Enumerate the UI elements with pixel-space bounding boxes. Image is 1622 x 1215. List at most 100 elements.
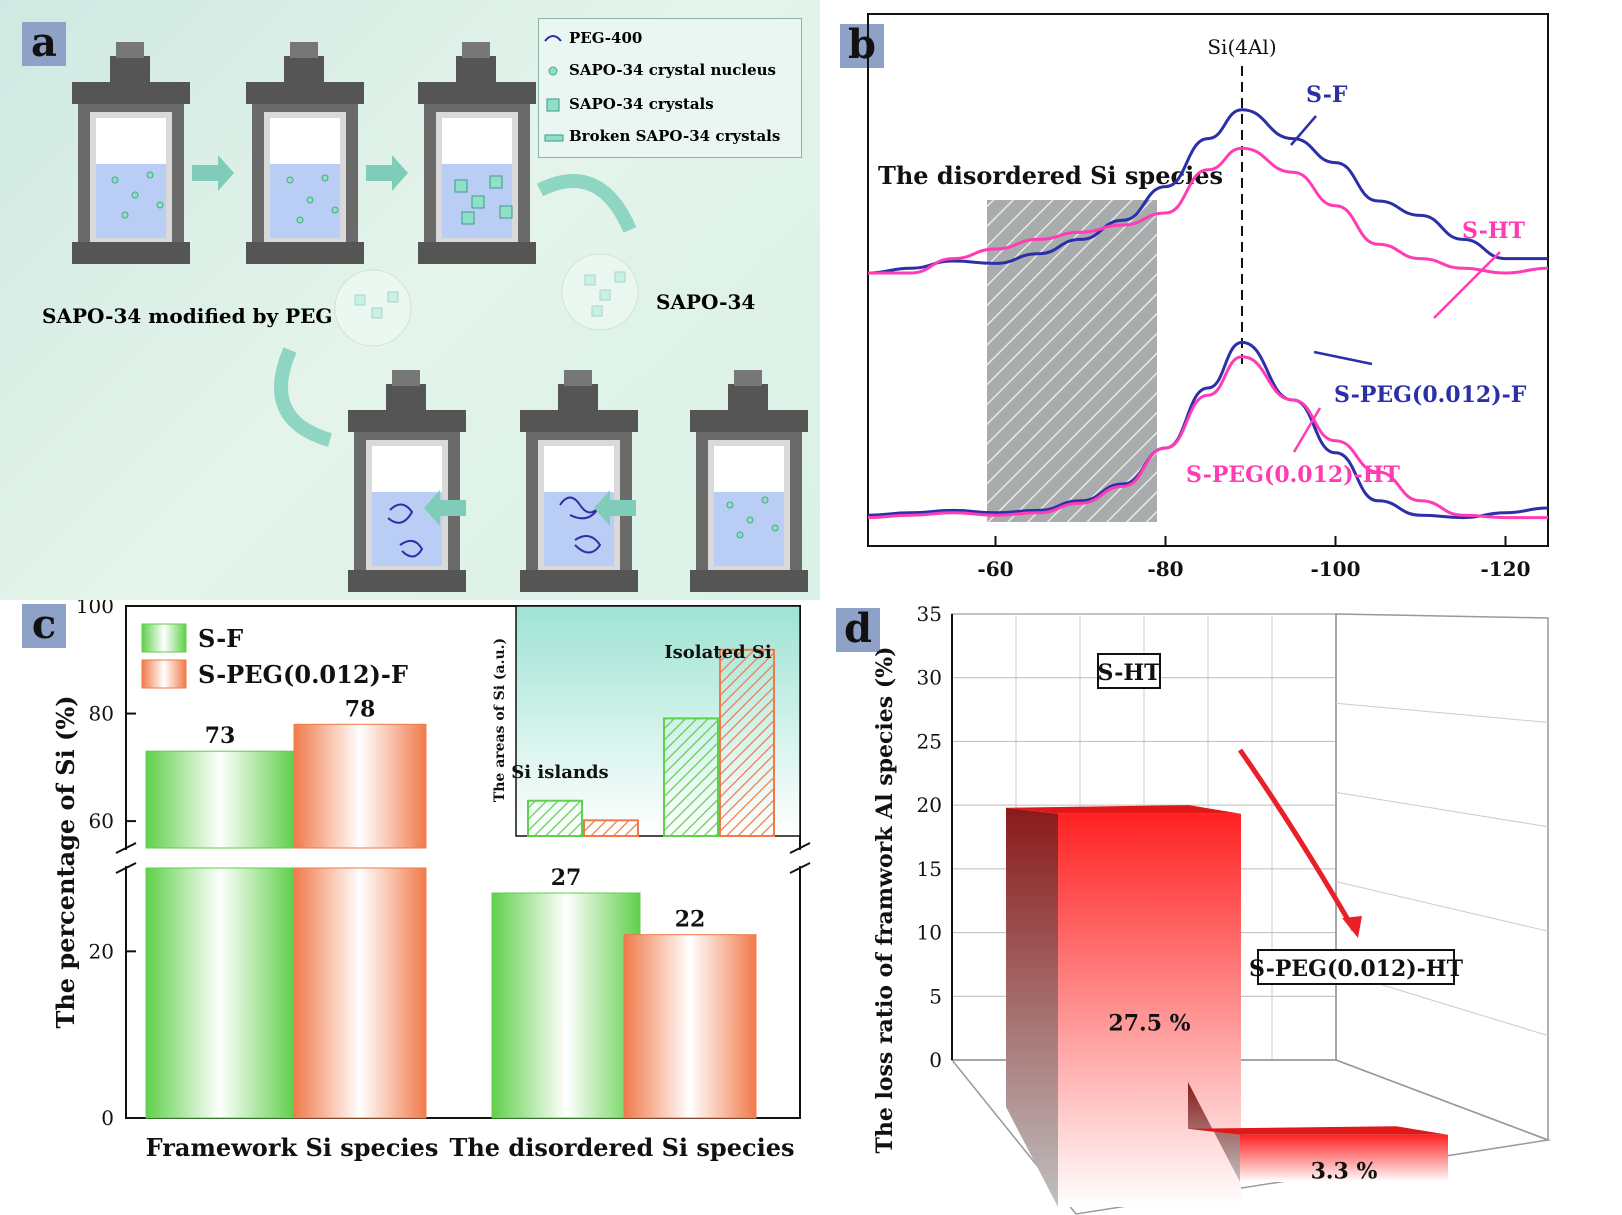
bar-top-0 [1006,805,1241,814]
grid-line [1335,791,1549,828]
inset-y-label: The areas of Si (a.u.) [492,638,508,802]
plot-frame [867,13,1549,547]
inset-bar-S-PEG(0.012)-F [583,819,639,838]
axis-break-mark [789,862,811,874]
disordered-region [987,200,1157,522]
series-line-S-HT [868,146,1549,275]
y-axis-label: The percentage of Si (%) [51,695,80,1028]
bar-S-F [491,892,641,1119]
inset-bar-S-PEG(0.012)-F [719,648,775,837]
axis-break-mark [789,842,811,854]
grid-line [1335,881,1549,932]
si4al-annotation: Si(4Al) [1207,35,1276,59]
si-percentage-chart: 0 20 60 80 100 The percentage of Si (%) 73 78 Fr… [51,600,811,1162]
y-tick-label: 80 [89,702,114,726]
label-modified: SAPO-34 modified by PEG [42,304,333,328]
inset-bar-S-F [663,717,719,837]
y-tick-label: 25 [917,729,942,753]
inset-category-label: Si islands [511,762,608,783]
legend-broken: Broken SAPO-34 crystals [569,127,781,145]
bar-S-F-upper [145,750,295,849]
x-tick-label: -60 [977,557,1013,581]
trend-arrow [1237,748,1357,932]
series-label-3: S-PEG(0.012)-HT [1186,462,1401,488]
panel-a-schematic [72,42,808,592]
y-axis-label: The loss ratio of framwork Al species (%… [872,646,898,1153]
x-category-label: Framework Si species [146,1133,439,1162]
nmr-spectrum-chart: The disordered Si species-60 -80 -100 -120S… [867,13,1549,581]
bar-value-label: 73 [205,723,236,749]
y-tick-label: 5 [929,984,942,1008]
bar-value-label: 22 [675,907,706,933]
panel-label-d: d [836,608,880,652]
label-sapo34: SAPO-34 [656,290,756,314]
y-tick-label: 20 [89,939,114,963]
axis-break-mark [115,862,137,874]
series-label-0: S-F [1306,82,1348,108]
bar-S-F-lower [145,867,295,1119]
bar-value-label: 3.3 % [1311,1158,1378,1184]
panel-a-legend: PEG-400 SAPO-34 crystal nucleus SAPO-34 … [538,18,802,158]
side-wall [1335,613,1549,1142]
panel-label-b: b [840,24,884,68]
axis-break-mark [115,842,137,854]
series-line-S-F [867,108,1548,275]
y-tick-label: 0 [929,1048,942,1072]
y-tick-label: 0 [101,1106,114,1130]
bar-side-1 [1188,1082,1240,1182]
grid-line [1335,702,1549,723]
panel-label-c: c [22,604,66,648]
bar-S-PEG(0.012)-F-lower [293,867,427,1119]
x-tick-label: -120 [1480,557,1530,581]
series-line-S-PEG(0.012)-HT [867,355,1548,520]
panel-label-a: a [22,22,66,66]
bar-top-1 [1188,1126,1448,1135]
series-arrow-2 [1313,350,1373,366]
series-arrow-3 [1292,407,1322,453]
inset-bar-S-F [527,799,583,837]
y-tick-label: 60 [89,809,114,833]
y-tick-label: 15 [917,857,942,881]
bar-S-PEG(0.012)-F-upper [293,723,427,849]
y-tick-label: 100 [76,600,114,618]
bar-value-label: 27.5 % [1108,1010,1190,1036]
trend-arrowhead [1342,916,1362,938]
series-label-1: S-HT [1462,218,1526,244]
legend-symbols [544,35,564,142]
series-label-2: S-PEG(0.012)-F [1334,382,1527,408]
category-box [1097,653,1161,689]
bar-side-0 [1006,807,1058,1207]
category-box [1257,949,1455,985]
legend-label: S-PEG(0.012)-F [198,660,408,689]
y-tick-label: 35 [917,602,942,626]
panel-b: b The disordered Si species -60 -80 -100 -12… [836,0,1622,600]
x-category-label: The disordered Si species [450,1133,795,1162]
y-tick-label: 30 [917,666,942,690]
y-tick-label: 20 [917,793,942,817]
legend-peg: PEG-400 [569,29,643,47]
legend-swatch [141,659,187,689]
series-line-S-PEG(0.012)-F [867,340,1549,520]
bar-front-1 [1240,1134,1448,1182]
bar-front-0 [1058,813,1241,1207]
bar-value-label: 78 [345,696,376,722]
x-tick-label: -100 [1310,557,1360,581]
series-arrow-0 [1290,115,1317,146]
bar-S-PEG(0.012)-F [623,934,757,1119]
al-loss-chart: 0 5 10 15 20 25 30 35 The loss ratio of framwork… [872,602,1551,1215]
panel-c: c 0 20 60 80 100 The percentage of Si (%) 73 78… [0,600,820,1215]
legend-label: S-F [198,624,243,653]
legend-crystals: SAPO-34 crystals [569,95,714,113]
y-tick-label: 10 [917,921,942,945]
panel-a: a [0,0,820,600]
axis-break-gap [116,850,810,866]
inset-category-label: Isolated Si [664,642,772,663]
legend-nucleus: SAPO-34 crystal nucleus [569,61,776,79]
legend-swatch [141,623,187,653]
x-tick-label: -80 [1147,557,1183,581]
series-arrow-1 [1433,251,1501,319]
bar-value-label: 27 [551,865,582,891]
category-label: S-HT [1098,660,1162,686]
panel-d: d 0 5 10 15 20 25 30 35 The loss ratio of framwo… [836,600,1622,1215]
category-label: S-PEG(0.012)-HT [1249,956,1464,982]
